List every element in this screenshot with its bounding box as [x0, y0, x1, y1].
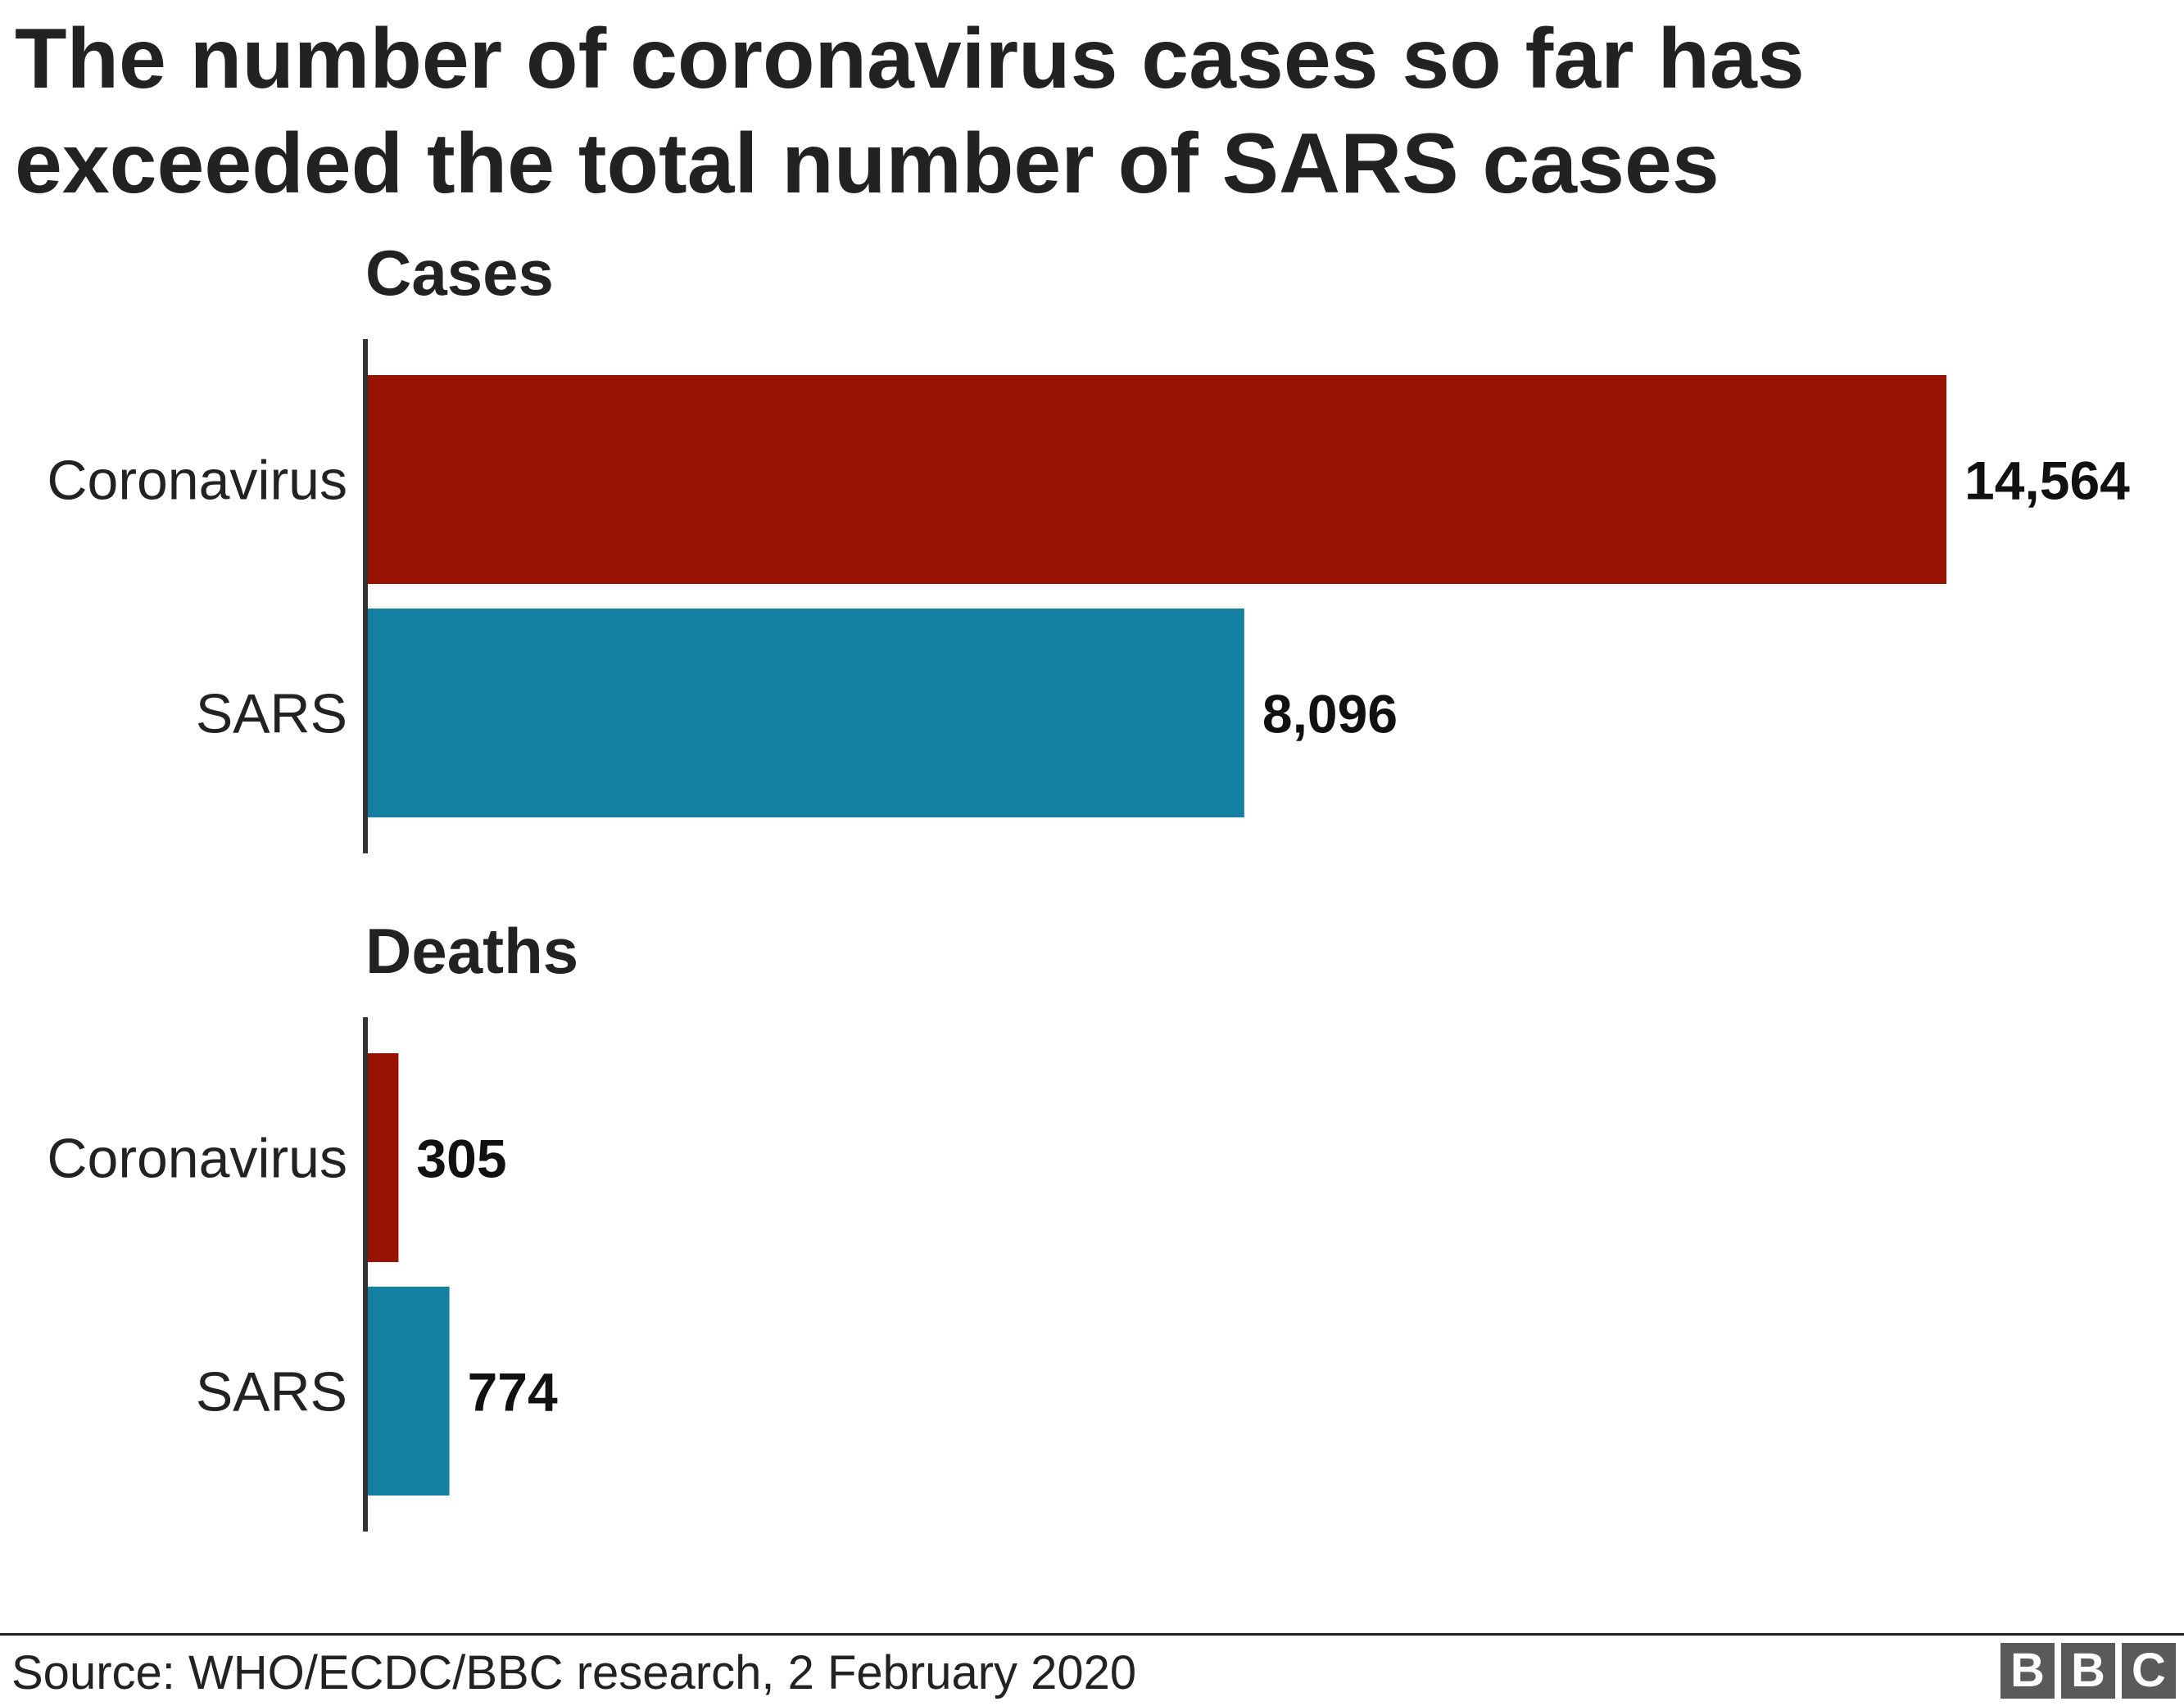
deaths-bar-coronavirus [365, 1053, 399, 1262]
chart-title: The number of coronavirus cases so far h… [15, 7, 2145, 216]
chart-title-line-1: The number of coronavirus cases so far h… [15, 11, 1805, 106]
chart-title-line-2: exceeded the total number of SARS cases [15, 116, 1720, 211]
bbc-logo-block-2: B [2061, 1643, 2115, 1699]
cases-bar-sars [365, 609, 1244, 817]
cases-category-label-coronavirus: Coronavirus [47, 450, 347, 512]
cases-value-label-sars: 8,096 [1262, 684, 1398, 744]
cases-category-label-sars: SARS [196, 683, 347, 745]
deaths-category-label-coronavirus: Coronavirus [47, 1128, 347, 1190]
cases-value-label-coronavirus: 14,564 [1964, 450, 2130, 511]
bbc-logo: B B C [2000, 1643, 2176, 1699]
bbc-logo-block-1: B [2000, 1643, 2055, 1699]
bar-charts: Cases Coronavirus 14,564 SARS 8,096 Deaths Cor… [47, 237, 2130, 1532]
deaths-bar-sars [365, 1287, 450, 1496]
cases-panel-title: Cases [365, 237, 554, 309]
deaths-value-label-sars: 774 [468, 1362, 558, 1423]
deaths-category-label-sars: SARS [196, 1361, 347, 1423]
deaths-value-label-coronavirus: 305 [416, 1129, 506, 1189]
footer-divider [0, 1633, 2184, 1636]
deaths-panel-title: Deaths [365, 915, 578, 987]
bbc-logo-block-3: C [2122, 1643, 2176, 1699]
source-note: Source: WHO/ECDC/BBC research, 2 Februar… [11, 1646, 1137, 1699]
cases-bar-coronavirus [365, 375, 1946, 584]
